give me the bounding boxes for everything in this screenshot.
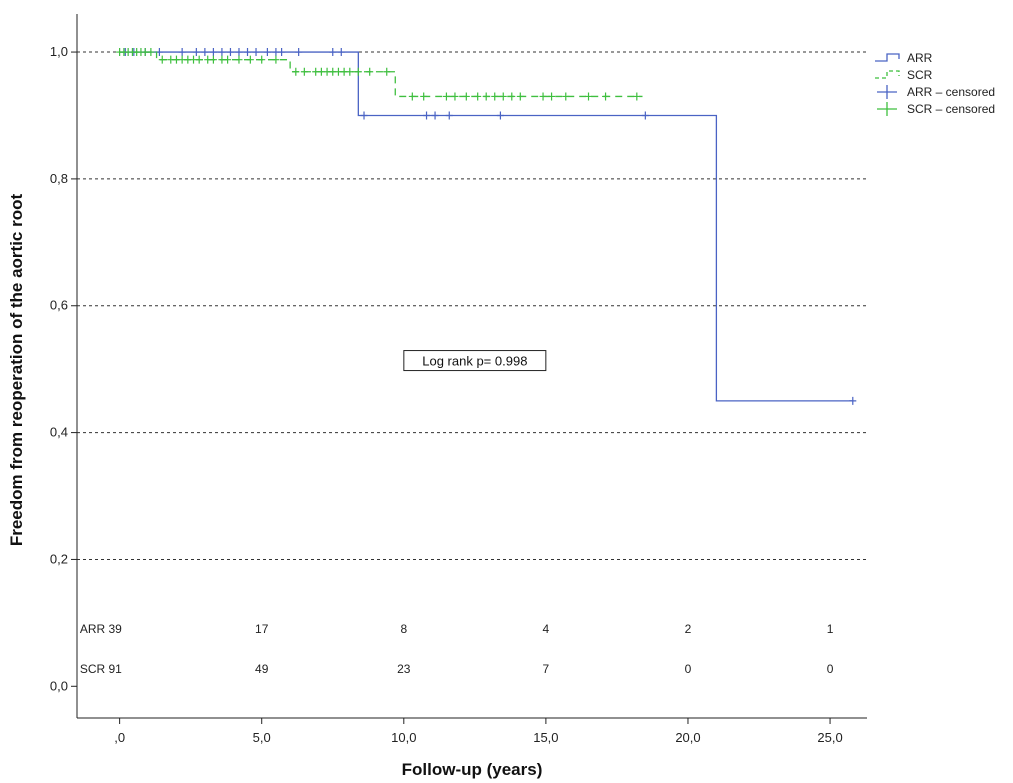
censor-mark-scr-44 bbox=[508, 92, 516, 101]
legend-swatch-0 bbox=[875, 53, 900, 62]
censor-mark-arr-4 bbox=[178, 48, 186, 57]
censor-mark-arr-17 bbox=[329, 48, 337, 57]
risk-table: ARR 39 17 8 4 2 1 SCR 91 49 23 7 0 0 bbox=[80, 622, 834, 676]
series-scr-curve bbox=[119, 51, 643, 98]
censor-mark-scr-14 bbox=[195, 55, 203, 64]
censor-mark-scr-22 bbox=[272, 55, 280, 64]
censor-mark-scr-46 bbox=[539, 92, 547, 101]
censor-mark-arr-12 bbox=[252, 48, 260, 57]
censor-mark-scr-50 bbox=[602, 92, 610, 101]
censor-mark-scr-32 bbox=[354, 67, 362, 76]
censor-mark-scr-8 bbox=[158, 55, 166, 64]
censor-mark-scr-19 bbox=[235, 55, 243, 64]
censor-mark-arr-16 bbox=[295, 48, 303, 57]
censor-mark-arr-22 bbox=[445, 111, 453, 120]
series-arr-curve bbox=[119, 51, 853, 402]
censor-mark-scr-7 bbox=[147, 48, 155, 57]
axes bbox=[71, 14, 867, 724]
y-tick-label-4: 0,8 bbox=[50, 171, 68, 186]
annotation: Log rank p= 0.998 bbox=[403, 350, 547, 372]
legend: ARR SCR ARR – censored SCR – censored bbox=[875, 51, 995, 116]
series-layer bbox=[116, 48, 857, 405]
censor-mark-scr-38 bbox=[451, 92, 459, 101]
censor-mark-scr-34 bbox=[383, 67, 391, 76]
censor-mark-scr-24 bbox=[300, 67, 308, 76]
censor-mark-scr-47 bbox=[548, 92, 556, 101]
censor-mark-arr-15 bbox=[278, 48, 286, 57]
censor-mark-scr-18 bbox=[224, 55, 232, 64]
x-tick-label-0: ,0 bbox=[114, 730, 125, 745]
censor-mark-arr-19 bbox=[360, 111, 368, 120]
censor-mark-scr-20 bbox=[246, 55, 254, 64]
y-tick-label-2: 0,4 bbox=[50, 425, 68, 440]
risk-value-0-2: 4 bbox=[543, 622, 550, 636]
x-tick-label-1: 5,0 bbox=[253, 730, 271, 745]
censor-mark-arr-18 bbox=[337, 48, 345, 57]
tick-labels: 0,0 0,2 0,4 0,6 0,8 1,0 ,0 5,0 10,0 15,0 20,0 25,0 bbox=[50, 44, 843, 745]
censor-mark-scr-16 bbox=[209, 55, 217, 64]
risk-value-0-1: 8 bbox=[400, 622, 407, 636]
legend-swatch-2 bbox=[877, 85, 897, 99]
risk-value-1-4: 0 bbox=[827, 662, 834, 676]
risk-value-0-0: 17 bbox=[255, 622, 269, 636]
risk-value-1-0: 49 bbox=[255, 662, 269, 676]
censor-mark-arr-24 bbox=[641, 111, 649, 120]
risk-value-0-4: 1 bbox=[827, 622, 834, 636]
legend-label-3: SCR – censored bbox=[907, 102, 995, 116]
censor-mark-scr-42 bbox=[491, 92, 499, 101]
log-rank-box bbox=[403, 350, 547, 372]
risk-value-1-1: 23 bbox=[397, 662, 411, 676]
censor-mark-scr-23 bbox=[292, 67, 300, 76]
censor-mark-scr-45 bbox=[516, 92, 524, 101]
censor-mark-arr-23 bbox=[496, 111, 504, 120]
censor-mark-arr-10 bbox=[235, 48, 243, 57]
x-axis-title: Follow-up (years) bbox=[402, 760, 543, 779]
censor-mark-scr-49 bbox=[585, 92, 593, 101]
censor-mark-scr-39 bbox=[462, 92, 470, 101]
y-axis-title: Freedom from reoperation of the aortic r… bbox=[7, 194, 26, 547]
censor-mark-arr-5 bbox=[192, 48, 200, 57]
legend-label-1: SCR bbox=[907, 68, 933, 82]
x-tick-label-2: 10,0 bbox=[391, 730, 416, 745]
censor-mark-scr-48 bbox=[562, 92, 570, 101]
censor-mark-arr-8 bbox=[218, 48, 226, 57]
legend-swatch-1 bbox=[875, 70, 900, 79]
y-tick-label-0: 0,0 bbox=[50, 678, 68, 693]
y-tick-label-3: 0,6 bbox=[50, 298, 68, 313]
y-tick-label-5: 1,0 bbox=[50, 44, 68, 59]
x-tick-label-5: 25,0 bbox=[817, 730, 842, 745]
x-tick-label-4: 20,0 bbox=[675, 730, 700, 745]
censor-mark-arr-25 bbox=[849, 396, 857, 405]
legend-label-0: ARR bbox=[907, 51, 933, 65]
censor-mark-scr-31 bbox=[346, 67, 354, 76]
y-tick-label-1: 0,2 bbox=[50, 551, 68, 566]
censor-mark-scr-35 bbox=[408, 92, 416, 101]
censor-mark-scr-37 bbox=[442, 92, 450, 101]
censor-mark-scr-41 bbox=[482, 92, 490, 101]
risk-value-0-3: 2 bbox=[685, 622, 692, 636]
x-tick-label-3: 15,0 bbox=[533, 730, 558, 745]
censor-mark-arr-20 bbox=[423, 111, 431, 120]
censor-mark-arr-6 bbox=[201, 48, 209, 57]
censor-mark-arr-13 bbox=[263, 48, 271, 57]
log-rank-text: Log rank p= 0.998 bbox=[422, 354, 527, 369]
legend-swatch-3 bbox=[877, 102, 897, 116]
censor-mark-scr-40 bbox=[474, 92, 482, 101]
risk-value-1-2: 7 bbox=[543, 662, 550, 676]
legend-label-2: ARR – censored bbox=[907, 85, 995, 99]
censor-mark-arr-11 bbox=[244, 48, 252, 57]
censor-mark-scr-21 bbox=[258, 55, 266, 64]
risk-row-label-1: SCR 91 bbox=[80, 662, 122, 676]
censor-mark-arr-7 bbox=[209, 48, 217, 57]
risk-row-label-0: ARR 39 bbox=[80, 622, 122, 636]
censor-mark-scr-51 bbox=[633, 92, 641, 101]
censor-mark-arr-21 bbox=[431, 111, 439, 120]
censor-mark-scr-33 bbox=[366, 67, 374, 76]
risk-value-1-3: 0 bbox=[685, 662, 692, 676]
censor-mark-arr-9 bbox=[226, 48, 234, 57]
censor-mark-scr-36 bbox=[420, 92, 428, 101]
censor-mark-scr-43 bbox=[499, 92, 507, 101]
